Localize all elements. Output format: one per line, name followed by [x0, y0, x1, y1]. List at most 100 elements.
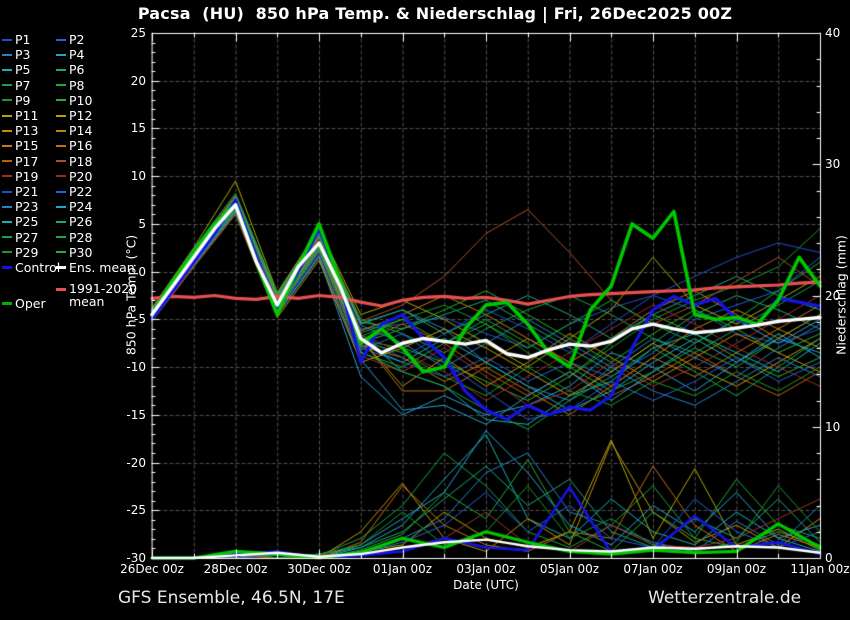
legend-item-p27: P27 — [2, 231, 38, 244]
legend-item-p26: P26 — [56, 215, 92, 228]
legend-label: P8 — [69, 77, 85, 93]
legend-item-p20: P20 — [56, 170, 92, 183]
legend-line-swatch — [56, 99, 66, 102]
x-axis-tick-label: 26Dec 00z — [120, 562, 184, 576]
legend-line-swatch — [2, 236, 12, 239]
legend-item-p10: P10 — [56, 94, 92, 107]
y-axis-tick-label: -10 — [126, 360, 146, 375]
legend-item-p18: P18 — [56, 155, 92, 168]
legend-item-p11: P11 — [2, 109, 38, 122]
y-axis-tick-label: -30 — [126, 551, 146, 565]
legend-label: P12 — [69, 108, 93, 123]
legend-line-swatch — [56, 144, 66, 147]
legend-line-swatch — [2, 99, 12, 102]
legend-item-p4: P4 — [56, 48, 85, 61]
x-axis-tick-label: 30Dec 00z — [287, 562, 351, 576]
legend-item-p14: P14 — [56, 124, 92, 137]
legend-item-p30: P30 — [56, 246, 92, 259]
legend-label: P20 — [69, 168, 93, 184]
legend-line-swatch — [56, 205, 66, 208]
y2-axis-tick-label: 10 — [825, 419, 841, 434]
legend-line-swatch — [2, 190, 12, 193]
legend-label: Control — [15, 260, 61, 275]
x-axis-tick-label: 28Dec 00z — [203, 562, 268, 576]
x-axis-tick-label: 09Jan 00z — [706, 562, 767, 576]
legend-line-swatch — [2, 175, 12, 178]
legend-label: P5 — [15, 62, 31, 78]
legend-item-p8: P8 — [56, 79, 85, 92]
legend-line-swatch — [2, 251, 12, 254]
legend-item-climate-mean: 1991-2020 mean — [56, 282, 148, 308]
legend-item-p13: P13 — [2, 124, 38, 137]
legend-line-swatch — [56, 288, 66, 292]
legend-label: 1991-2020 mean — [69, 281, 138, 310]
legend-label: P29 — [15, 244, 39, 260]
legend-line-swatch — [56, 84, 66, 87]
legend-item-p29: P29 — [2, 246, 38, 259]
legend-line-swatch — [56, 68, 66, 71]
legend-item-p15: P15 — [2, 139, 38, 152]
y2-axis-tick-label: 40 — [825, 26, 841, 40]
y-axis-tick-label: 0 — [138, 264, 146, 279]
legend-label: P9 — [15, 92, 31, 108]
x-axis-title: Date (UTC) — [453, 578, 519, 592]
legend-item-p28: P28 — [56, 231, 92, 244]
legend-label: P16 — [69, 138, 93, 154]
legend-item-p24: P24 — [56, 200, 92, 213]
y-axis-tick-label: -15 — [126, 407, 146, 422]
legend-item-p1: P1 — [2, 33, 31, 46]
legend-item-p12: P12 — [56, 109, 92, 122]
ensemble-legend: P1 P2 P3 P4 P5 P6 P7 P8 P9 P10 P11 P12 P13 P14 P15 P16 P… — [0, 0, 152, 340]
legend-line-swatch — [2, 205, 12, 208]
legend-line-swatch — [56, 160, 66, 163]
x-axis-tick-label: 03Jan 00z — [456, 562, 516, 576]
legend-item-control: Control — [2, 261, 60, 274]
legend-line-swatch — [2, 84, 12, 87]
legend-label: P22 — [69, 184, 93, 199]
y-axis-tick-label: 20 — [130, 73, 146, 88]
legend-label: P18 — [69, 153, 93, 169]
legend-line-swatch — [2, 38, 12, 41]
legend-item-p19: P19 — [2, 170, 38, 183]
chart-title: Pacsa (HU) 850 hPa Temp. & Niederschlag … — [137, 4, 733, 23]
legend-line-swatch — [2, 129, 12, 132]
legend-label: Oper — [15, 296, 46, 312]
legend-label: P19 — [15, 168, 39, 184]
legend-line-swatch — [2, 114, 12, 117]
y-axis-tick-label: -20 — [126, 455, 146, 470]
y-axis-tick-label: 5 — [138, 216, 146, 231]
legend-label: P23 — [15, 199, 39, 215]
legend-label: P10 — [69, 92, 93, 108]
legend-line-swatch — [56, 114, 66, 117]
legend-item-p3: P3 — [2, 48, 31, 61]
legend-label: P24 — [69, 199, 93, 215]
legend-item-p23: P23 — [2, 200, 38, 213]
legend-line-swatch — [56, 236, 66, 239]
y-axis-tick-label: 15 — [130, 121, 146, 136]
legend-line-swatch — [56, 251, 66, 254]
legend-line-swatch — [56, 190, 66, 193]
y2-axis-tick-label: 20 — [825, 288, 841, 303]
legend-line-swatch — [56, 129, 66, 132]
legend-item-p6: P6 — [56, 63, 85, 76]
y-axis-tick-label: 25 — [130, 26, 146, 40]
legend-item-p16: P16 — [56, 139, 92, 152]
legend-label: P3 — [15, 47, 31, 63]
legend-line-swatch — [56, 175, 66, 178]
legend-label: P14 — [69, 123, 93, 139]
legend-line-swatch — [56, 38, 66, 41]
legend-label: P4 — [69, 47, 85, 63]
legend-label: P17 — [15, 153, 39, 169]
legend-item-p22: P22 — [56, 185, 92, 198]
legend-item-oper: Oper — [2, 297, 46, 310]
legend-line-swatch — [2, 266, 12, 269]
legend-label: P27 — [15, 229, 39, 245]
x-axis-tick-label: 11Jan 00z — [790, 562, 850, 576]
footer-model-info: GFS Ensemble, 46.5N, 17E — [118, 588, 345, 608]
legend-label: P11 — [15, 108, 39, 123]
legend-label: P15 — [15, 138, 39, 154]
legend-line-swatch — [56, 220, 66, 223]
y-axis-tick-label: 10 — [130, 169, 146, 184]
legend-line-swatch — [2, 302, 12, 306]
